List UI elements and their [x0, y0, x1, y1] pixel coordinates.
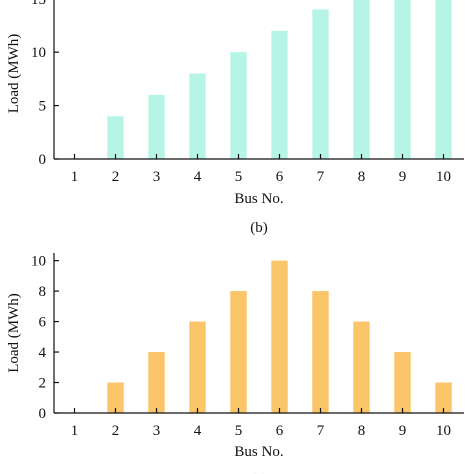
bar-9 [394, 0, 411, 160]
x-tick-label: 5 [235, 169, 243, 185]
y-tick-label: 0 [39, 152, 47, 168]
y-tick-label: 5 [39, 99, 47, 115]
bar-8 [353, 0, 370, 159]
x-axis-label: Bus No. [234, 191, 283, 207]
bar-6 [271, 260, 288, 413]
bar-5 [230, 291, 247, 413]
bar-2 [107, 116, 124, 159]
x-tick-label: 5 [235, 423, 243, 439]
chart-panel-bottom: 1 2 3 4 5 6 7 8 9 10 0 2 4 6 8 10 Bus No. Load (MWh) (c) [6, 253, 464, 474]
bar-2 [107, 382, 124, 413]
panel-label: (b) [250, 220, 268, 236]
y-tick-label: 4 [39, 345, 47, 361]
bar-8 [353, 321, 370, 413]
y-tick-label: 10 [31, 45, 46, 61]
bar-3 [148, 94, 165, 159]
x-tick-label: 6 [276, 423, 284, 439]
x-tick-label: 7 [317, 423, 325, 439]
y-tick-label: 10 [31, 254, 46, 270]
x-tick-label: 6 [276, 169, 284, 185]
x-tick-label: 4 [194, 169, 202, 185]
bar-10 [435, 382, 452, 413]
y-tick-label: 6 [39, 315, 47, 331]
x-axis-label: Bus No. [234, 444, 283, 460]
bar-3 [148, 352, 165, 413]
x-tick-label: 2 [112, 169, 120, 185]
x-tick-label: 3 [153, 169, 161, 185]
bar-6 [271, 30, 288, 159]
x-tick-label: 9 [399, 423, 407, 439]
x-tick-label: 1 [71, 423, 79, 439]
x-tick-label: 8 [358, 169, 366, 185]
bar-4 [189, 321, 206, 413]
x-tick-label: 10 [436, 423, 451, 439]
x-tick-label: 4 [194, 423, 202, 439]
x-tick-label: 9 [399, 169, 407, 185]
x-tick-label: 3 [153, 423, 161, 439]
x-tick-label: 7 [317, 169, 325, 185]
bar-5 [230, 52, 247, 159]
y-tick-label: 2 [39, 376, 47, 392]
x-tick-label: 8 [358, 423, 366, 439]
x-tick-label: 1 [71, 169, 79, 185]
bar-7 [312, 291, 329, 413]
y-axis-label: Load (MWh) [6, 293, 22, 373]
panel-label: (c) [251, 472, 268, 474]
chart-panel-top: 1 2 3 4 5 6 7 8 9 10 0 5 10 15 Bus No. Load (MWh) (b) [6, 0, 464, 236]
y-tick-label: 15 [31, 0, 46, 8]
bar-9 [394, 352, 411, 413]
x-tick-label: 10 [436, 169, 451, 185]
y-axis-label: Load (MWh) [6, 34, 22, 114]
bar-10 [435, 0, 452, 159]
y-tick-label: 0 [39, 406, 47, 422]
bar-7 [312, 9, 329, 160]
y-tick-label: 8 [39, 284, 47, 300]
bar-4 [189, 73, 206, 159]
x-tick-label: 2 [112, 423, 120, 439]
